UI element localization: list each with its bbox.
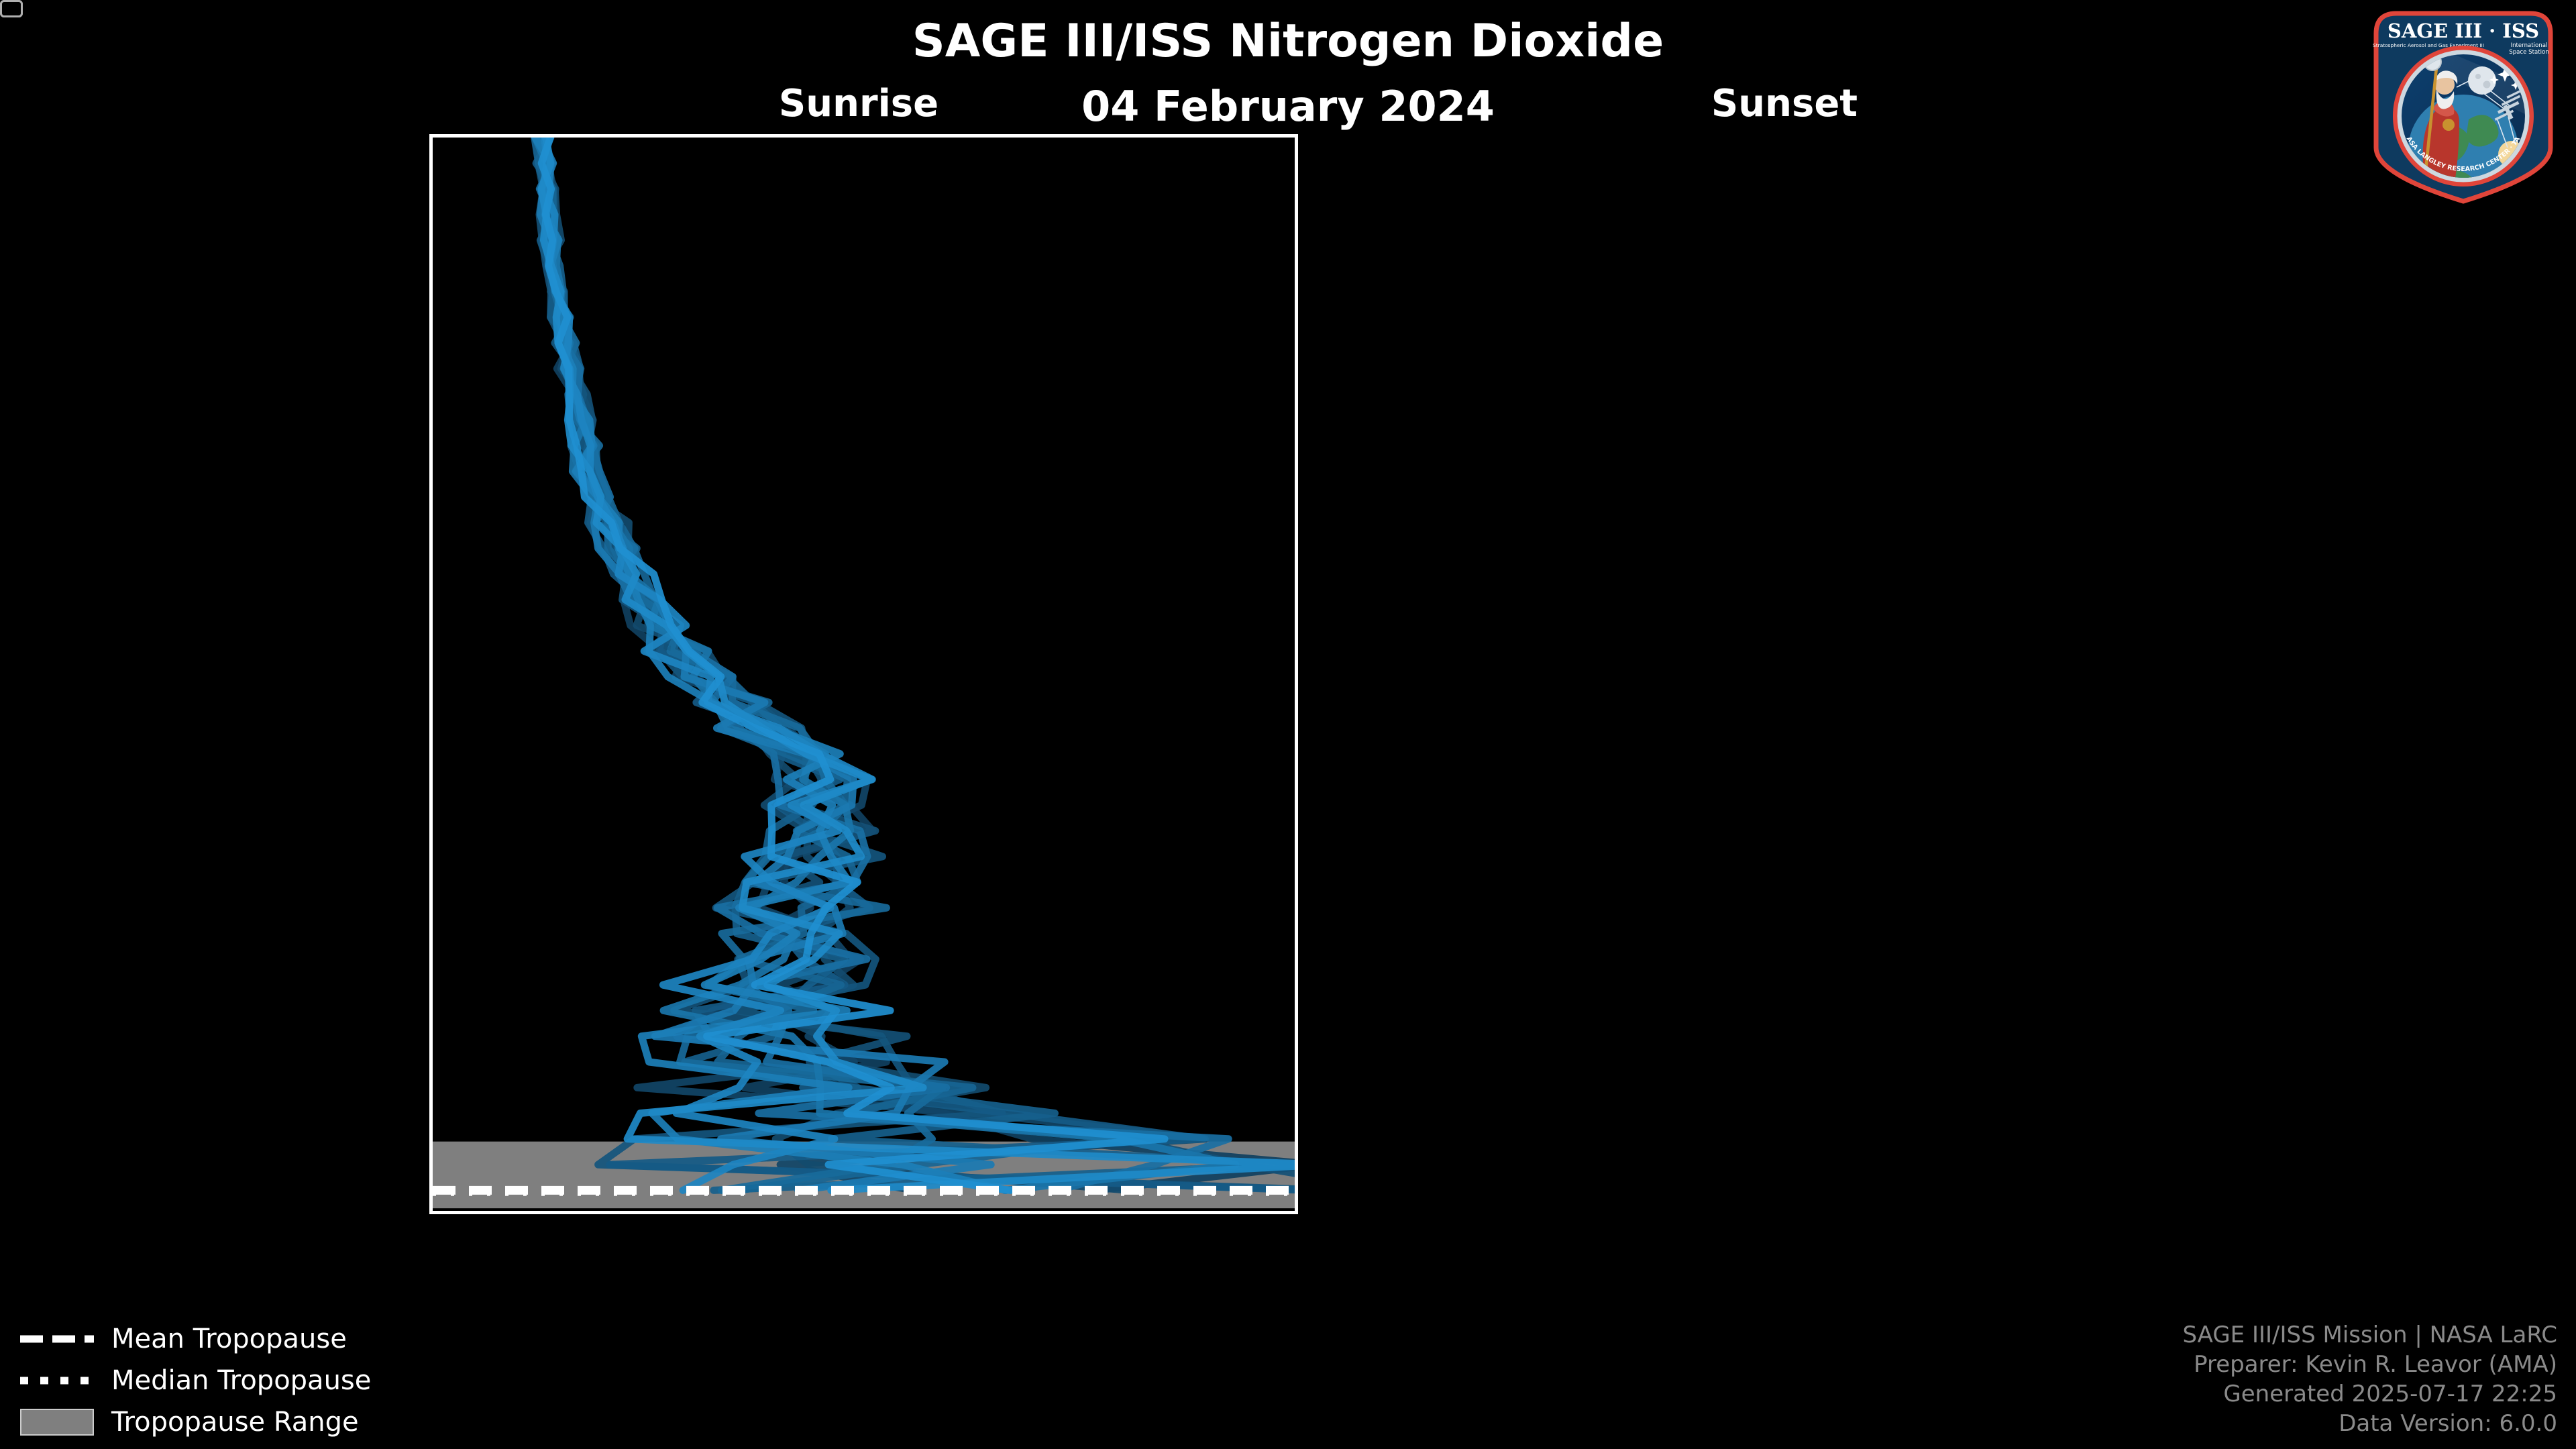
logo-subtitle-right-1: International bbox=[2511, 42, 2548, 49]
credit-mission: SAGE III/ISS Mission | NASA LaRC bbox=[2182, 1322, 2557, 1348]
sunrise-axes-frame bbox=[429, 134, 1298, 1214]
sage-iii-iss-mission-patch-logo: SAGE III · ISS Stratospheric Aerosol and… bbox=[2360, 0, 2564, 207]
logo-red-ring bbox=[2393, 46, 2534, 186]
sunrise-profiles-svg bbox=[433, 138, 1295, 1209]
logo-occultation-rays bbox=[2456, 80, 2516, 148]
dashed-line-icon bbox=[20, 1329, 94, 1349]
logo-stars bbox=[2489, 67, 2520, 90]
median-tropopause-label: Median Tropopause bbox=[111, 1365, 372, 1396]
sunrise-panel-label: Sunrise bbox=[778, 82, 939, 125]
subtitle-row: Sunrise 04 February 2024 Sunset bbox=[0, 82, 2576, 131]
logo-silver-ring bbox=[2397, 50, 2530, 182]
profile-line bbox=[531, 138, 1131, 1194]
sunset-panel-label: Sunset bbox=[1711, 82, 1858, 125]
logo-iss bbox=[2494, 89, 2524, 121]
tropopause-legend: Mean Tropopause Median Tropopause Tropop… bbox=[20, 1318, 396, 1443]
legend-item-tropopause-range: Tropopause Range bbox=[20, 1401, 396, 1443]
logo-globe-scene bbox=[2402, 54, 2525, 178]
sunset-event-legend[interactable] bbox=[0, 0, 23, 17]
profile-line bbox=[537, 138, 1169, 1194]
credit-generated: Generated 2025-07-17 22:25 bbox=[2223, 1381, 2557, 1407]
logo-subtitle-right-2: Space Station bbox=[2509, 49, 2548, 56]
tropopause-range-label: Tropopause Range bbox=[111, 1407, 359, 1438]
logo-svg: SAGE III · ISS Stratospheric Aerosol and… bbox=[2360, 0, 2553, 204]
filled-box-icon bbox=[20, 1409, 94, 1436]
credit-preparer: Preparer: Kevin R. Leavor (AMA) bbox=[2194, 1351, 2557, 1378]
profile-line bbox=[537, 138, 1134, 1194]
logo-moon bbox=[2468, 66, 2496, 95]
page-title: SAGE III/ISS Nitrogen Dioxide bbox=[912, 15, 1664, 68]
legend-item-median-tropopause: Median Tropopause bbox=[20, 1360, 396, 1401]
logo-wizard-figure bbox=[2422, 54, 2459, 178]
logo-moon-crater-1 bbox=[2475, 74, 2481, 79]
observation-date: 04 February 2024 bbox=[1081, 82, 1495, 131]
logo-title: SAGE III · ISS bbox=[2387, 19, 2539, 42]
dotted-line-icon bbox=[20, 1371, 94, 1391]
logo-continent-2 bbox=[2466, 115, 2499, 147]
logo-subtitle-left: Stratospheric Aerosol and Gas Experiment… bbox=[2373, 42, 2484, 48]
logo-moon-crater-2 bbox=[2483, 80, 2491, 89]
credit-data-version: Data Version: 6.0.0 bbox=[2339, 1410, 2557, 1437]
credits-block: SAGE III/ISS Mission | NASA LaRC Prepare… bbox=[2182, 1320, 2557, 1438]
mean-tropopause-label: Mean Tropopause bbox=[111, 1324, 347, 1354]
legend-item-mean-tropopause: Mean Tropopause bbox=[20, 1318, 396, 1360]
